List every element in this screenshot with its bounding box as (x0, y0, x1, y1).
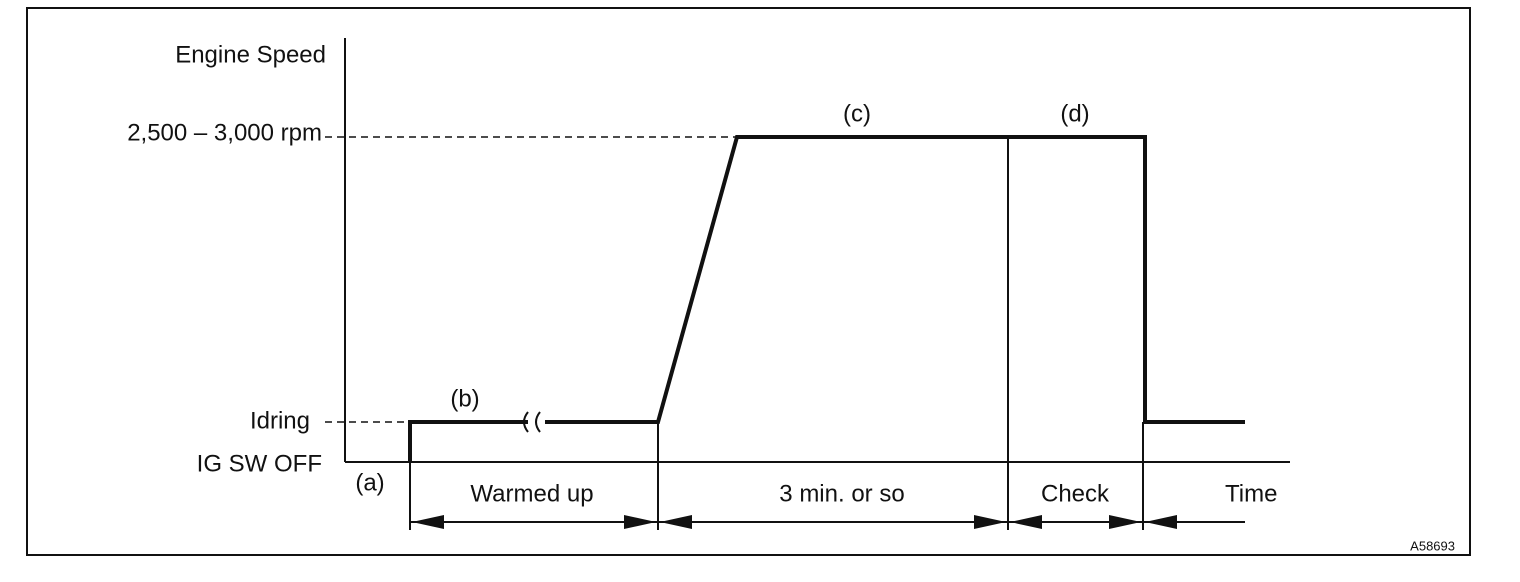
level-label: IG SW OFF (197, 450, 322, 477)
figure-id: A58693 (1410, 538, 1455, 553)
level-label: Idring (250, 407, 310, 434)
arrowhead (1145, 515, 1177, 529)
point-label: (d) (1060, 100, 1089, 127)
point-label: (a) (355, 469, 384, 496)
phase-label: Check (1041, 480, 1110, 507)
x-label: Time (1225, 480, 1277, 507)
arrowhead (974, 515, 1006, 529)
level-label: 2,500 – 3,000 rpm (127, 119, 322, 146)
speed-curve (408, 420, 528, 462)
phase-label: 3 min. or so (779, 480, 904, 507)
break-mark (523, 411, 541, 433)
arrowhead (1010, 515, 1042, 529)
frame (26, 7, 1471, 556)
arrowhead (624, 515, 656, 529)
speed-curve (545, 135, 1245, 424)
point-label: (b) (450, 385, 479, 412)
point-label: (c) (843, 100, 871, 127)
arrowhead (412, 515, 444, 529)
arrowhead (660, 515, 692, 529)
phase-label: Warmed up (470, 480, 593, 507)
y-label: Engine Speed (175, 41, 326, 68)
arrowhead (1109, 515, 1141, 529)
